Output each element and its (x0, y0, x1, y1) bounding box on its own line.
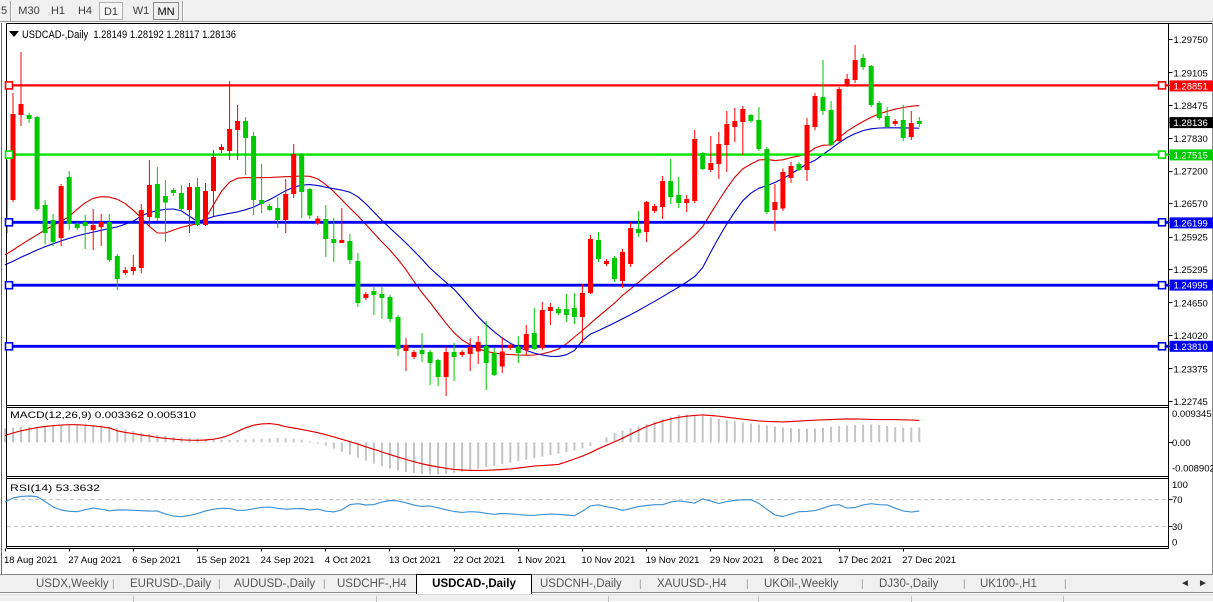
svg-text:1.28136: 1.28136 (1174, 118, 1208, 129)
svg-text:1.27200: 1.27200 (1174, 167, 1208, 178)
svg-text:17 Dec 2021: 17 Dec 2021 (838, 555, 892, 566)
svg-text:15 Sep 2021: 15 Sep 2021 (197, 555, 251, 566)
svg-text:1.23375: 1.23375 (1174, 364, 1208, 375)
svg-text:13 Oct 2021: 13 Oct 2021 (389, 555, 441, 566)
svg-text:1.25925: 1.25925 (1174, 233, 1208, 244)
svg-text:0: 0 (1172, 538, 1177, 549)
svg-text:24 Sep 2021: 24 Sep 2021 (261, 555, 315, 566)
svg-text:27 Dec 2021: 27 Dec 2021 (902, 555, 956, 566)
svg-text:1.29105: 1.29105 (1174, 68, 1208, 79)
svg-text:1.24650: 1.24650 (1174, 298, 1208, 309)
svg-text:1.22745: 1.22745 (1174, 397, 1208, 408)
svg-text:1.27830: 1.27830 (1174, 134, 1208, 145)
svg-text:USDCAD-,Daily 1.28149 1.28192: USDCAD-,Daily 1.28149 1.28192 1.28117 1.… (22, 29, 236, 41)
svg-text:-0.008902: -0.008902 (1172, 464, 1213, 475)
svg-text:1.26199: 1.26199 (1174, 218, 1208, 229)
svg-text:0.00: 0.00 (1172, 438, 1191, 449)
svg-text:22 Oct 2021: 22 Oct 2021 (453, 555, 505, 566)
svg-text:1.28475: 1.28475 (1174, 101, 1208, 112)
svg-text:100: 100 (1172, 480, 1188, 491)
svg-text:30: 30 (1172, 522, 1183, 533)
svg-text:8 Dec 2021: 8 Dec 2021 (774, 555, 823, 566)
svg-text:19 Nov 2021: 19 Nov 2021 (646, 555, 700, 566)
svg-text:1.27515: 1.27515 (1174, 150, 1208, 161)
svg-text:29 Nov 2021: 29 Nov 2021 (710, 555, 764, 566)
svg-text:1.26570: 1.26570 (1174, 199, 1208, 210)
svg-text:6 Sep 2021: 6 Sep 2021 (132, 555, 181, 566)
svg-text:1.24020: 1.24020 (1174, 331, 1208, 342)
svg-text:1.28851: 1.28851 (1174, 81, 1208, 92)
svg-text:1.23810: 1.23810 (1174, 342, 1208, 353)
svg-text:27 Aug 2021: 27 Aug 2021 (68, 555, 121, 566)
svg-text:1.24995: 1.24995 (1174, 281, 1208, 292)
svg-text:4 Oct 2021: 4 Oct 2021 (325, 555, 371, 566)
svg-text:70: 70 (1172, 495, 1183, 506)
svg-text:MACD(12,26,9) 0.003362 0.00531: MACD(12,26,9) 0.003362 0.005310 (10, 410, 196, 421)
svg-text:18 Aug 2021: 18 Aug 2021 (4, 555, 57, 566)
svg-text:1.29750: 1.29750 (1174, 35, 1208, 46)
svg-text:0.009345: 0.009345 (1172, 409, 1212, 420)
svg-text:1 Nov 2021: 1 Nov 2021 (517, 555, 566, 566)
svg-text:1.25295: 1.25295 (1174, 265, 1208, 276)
svg-text:10 Nov 2021: 10 Nov 2021 (581, 555, 635, 566)
svg-text:RSI(14) 53.3632: RSI(14) 53.3632 (10, 483, 100, 494)
